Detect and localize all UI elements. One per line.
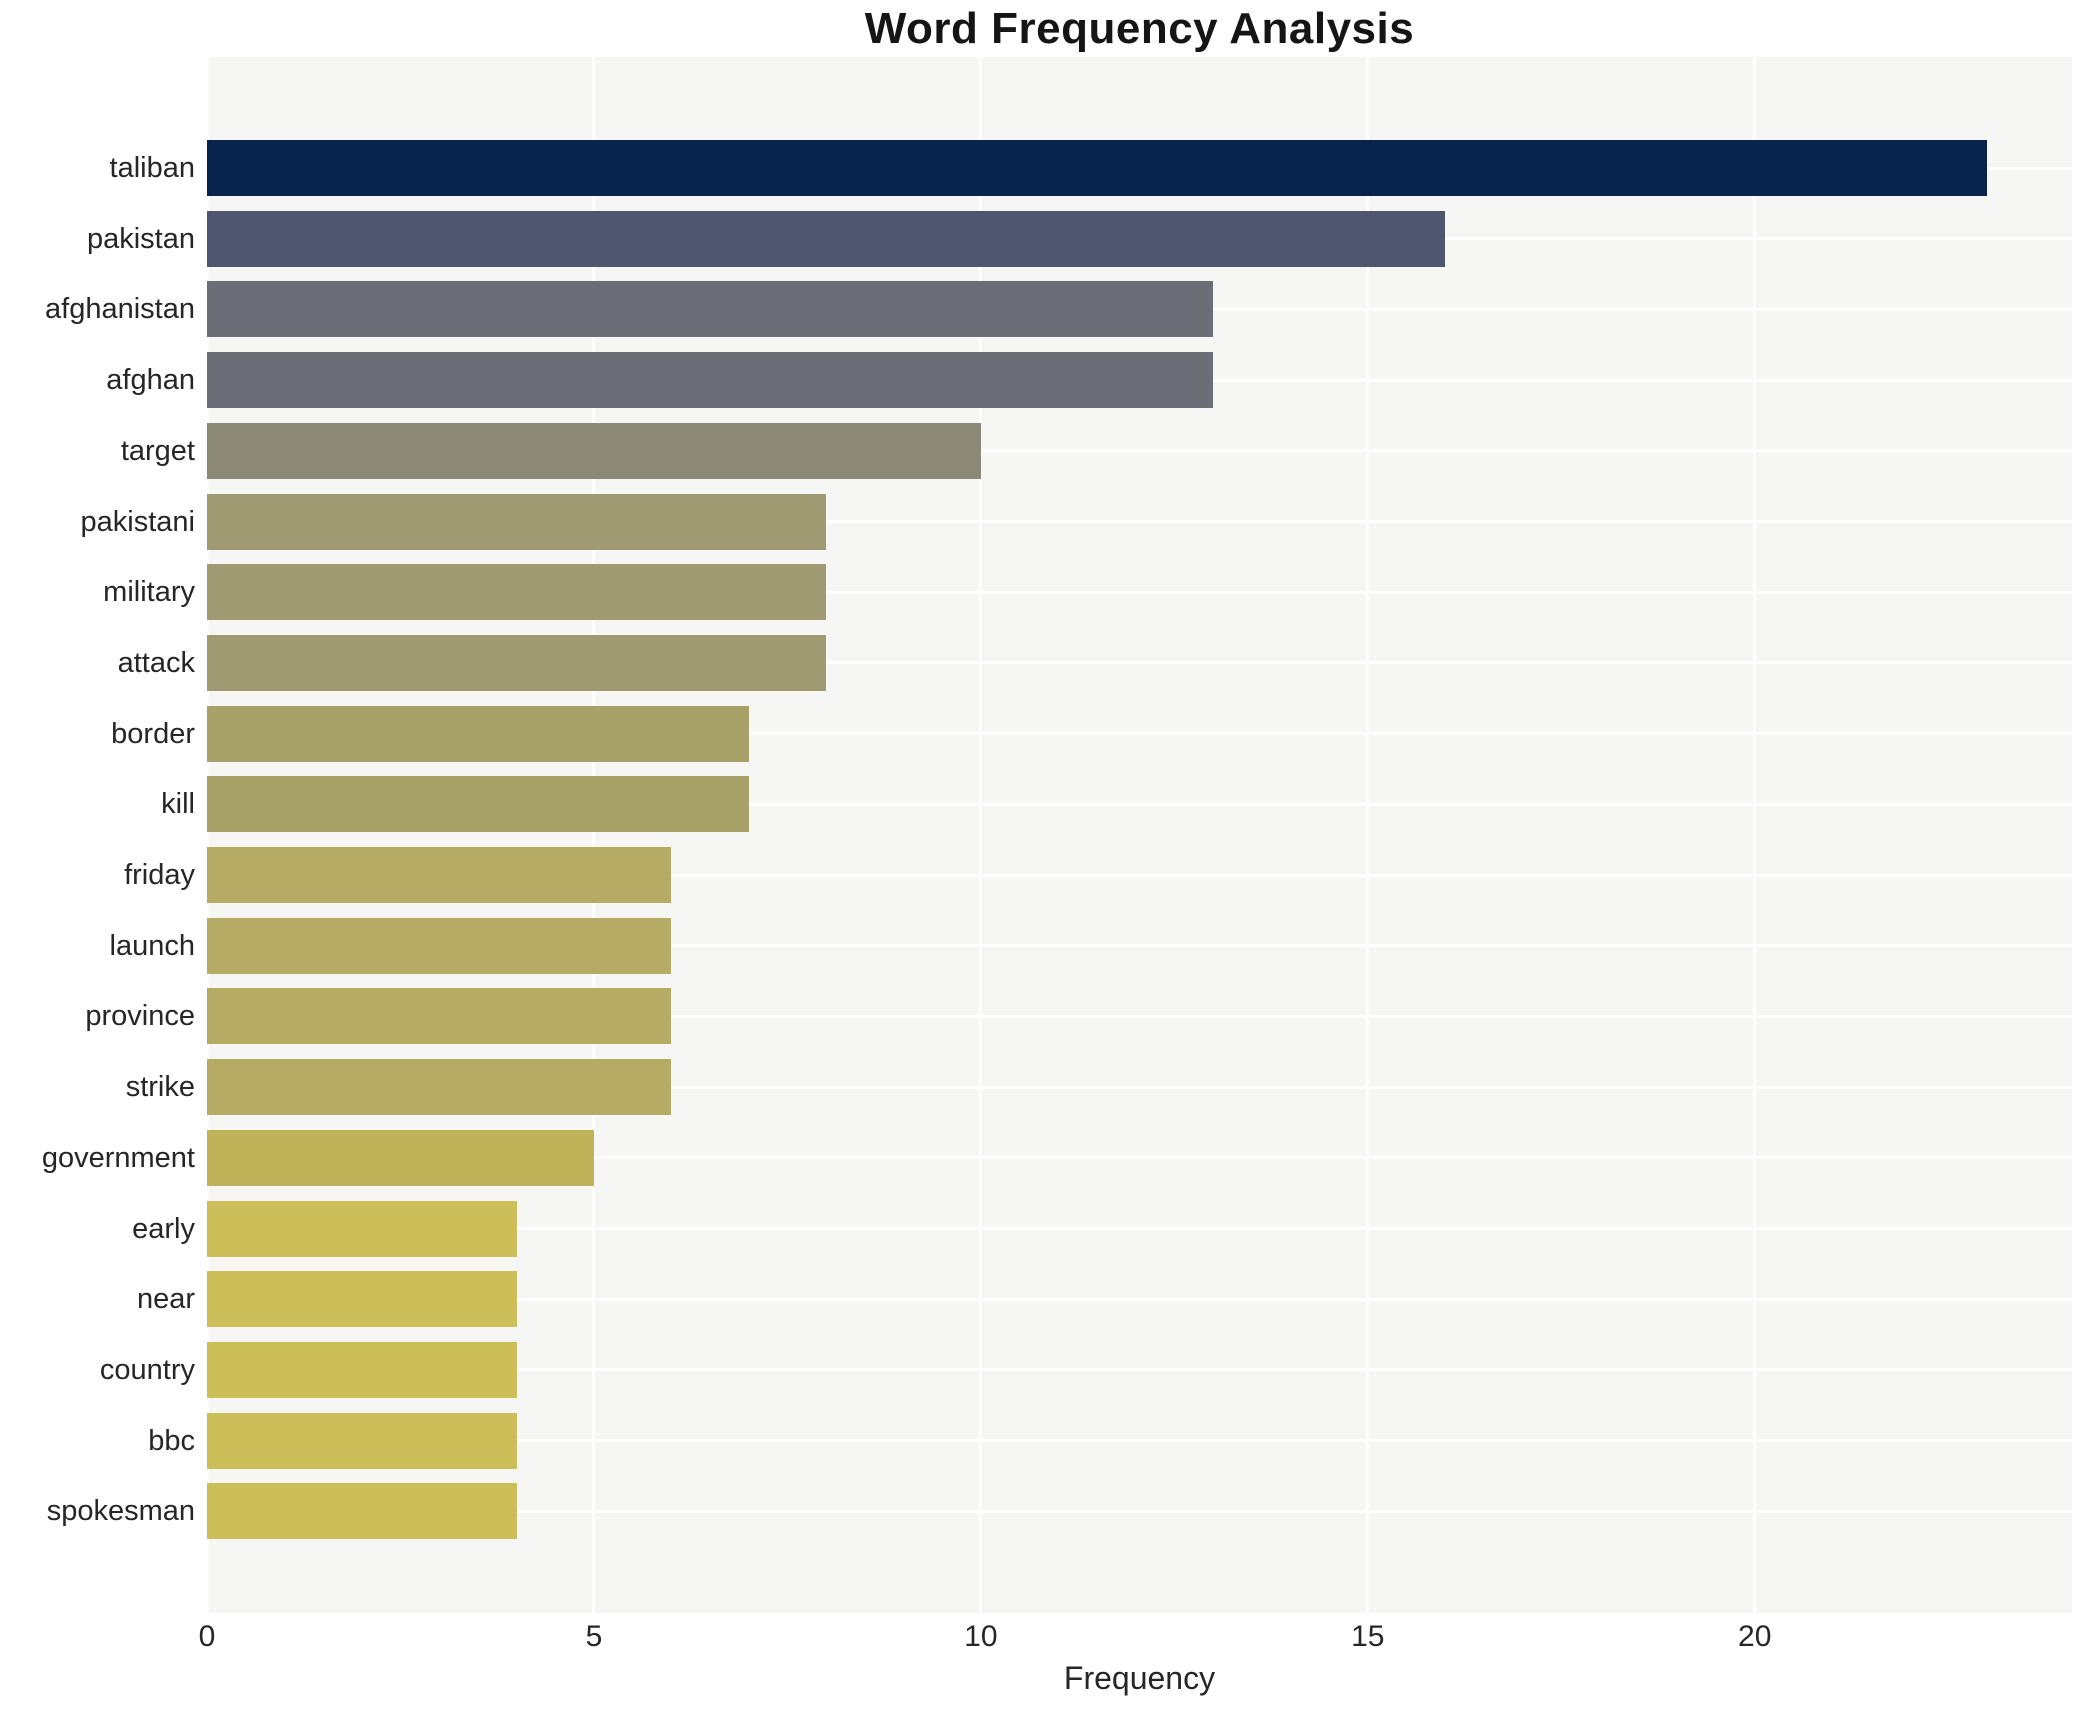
bar-government: [207, 1129, 594, 1186]
y-gridline: [207, 1085, 2072, 1089]
bar-pakistan: [207, 210, 1446, 267]
y-tick-label-afghan: afghan: [106, 364, 195, 397]
bar-country: [207, 1341, 517, 1398]
y-tick-label-border: border: [111, 717, 195, 750]
x-gridline: [1366, 57, 1370, 1613]
x-tick-label: 15: [1351, 1620, 1385, 1653]
y-tick-label-attack: attack: [117, 646, 195, 679]
y-tick-label-launch: launch: [109, 929, 195, 962]
bar-taliban: [207, 140, 1987, 196]
y-tick-label-strike: strike: [125, 1071, 195, 1104]
bar-military: [207, 564, 827, 621]
bar-early: [207, 1200, 517, 1257]
y-tick-label-bbc: bbc: [148, 1424, 195, 1457]
x-tick-label: 0: [198, 1620, 216, 1653]
bar-province: [207, 988, 672, 1045]
x-gridline: [1753, 57, 1757, 1613]
y-tick-label-government: government: [41, 1141, 195, 1174]
y-gridline: [207, 1439, 2072, 1443]
y-gridline: [207, 1368, 2072, 1372]
x-tick-label: 10: [964, 1620, 998, 1653]
bar-bbc: [207, 1412, 517, 1469]
bar-target: [207, 422, 981, 479]
bar-friday: [207, 847, 672, 903]
bar-border: [207, 705, 749, 762]
y-tick-label-military: military: [103, 576, 195, 609]
bar-attack: [207, 634, 827, 691]
y-gridline: [207, 1509, 2072, 1513]
y-axis-labels: taliban pakistan afghanistan afghan target pa…: [0, 0, 207, 1710]
y-tick-label-near: near: [136, 1283, 195, 1316]
x-gridline: [205, 57, 209, 1613]
y-gridline: [207, 590, 2072, 594]
x-tick-label: 20: [1738, 1620, 1772, 1653]
y-gridline: [207, 1297, 2072, 1301]
y-gridline: [207, 1156, 2072, 1160]
bar-spokesman: [207, 1483, 517, 1540]
x-gridline: [592, 57, 596, 1613]
y-tick-label-afghanistan: afghanistan: [45, 293, 195, 326]
y-tick-label-spokesman: spokesman: [46, 1495, 195, 1528]
bar-afghan: [207, 352, 1214, 409]
y-tick-label-pakistan: pakistan: [86, 222, 195, 255]
y-gridline: [207, 520, 2072, 523]
y-gridline: [207, 1014, 2072, 1018]
bar-strike: [207, 1059, 672, 1116]
y-gridline: [207, 661, 2072, 665]
bar-afghanistan: [207, 281, 1214, 338]
y-gridline: [207, 802, 2072, 806]
y-tick-label-friday: friday: [124, 859, 195, 891]
x-axis-title: Frequency: [1063, 1660, 1216, 1696]
y-gridline: [207, 1227, 2072, 1230]
y-tick-label-kill: kill: [161, 788, 195, 821]
bar-launch: [207, 917, 672, 974]
bar-pakistani: [207, 493, 827, 550]
y-gridline: [207, 732, 2072, 736]
y-gridline: [207, 449, 2072, 453]
y-tick-label-taliban: taliban: [109, 152, 195, 184]
y-tick-label-target: target: [120, 434, 195, 467]
bar-near: [207, 1271, 517, 1328]
plot-area: [205, 57, 2072, 1613]
x-tick-label: 5: [585, 1620, 603, 1653]
y-gridline: [207, 873, 2072, 877]
chart-title: Word Frequency Analysis: [864, 4, 1415, 53]
x-gridline: [979, 57, 983, 1613]
y-tick-label-province: province: [85, 1000, 195, 1033]
y-gridline: [207, 944, 2072, 948]
bar-kill: [207, 776, 749, 833]
y-tick-label-pakistani: pakistani: [80, 505, 195, 538]
y-tick-label-early: early: [132, 1212, 195, 1245]
y-tick-label-country: country: [99, 1353, 195, 1386]
